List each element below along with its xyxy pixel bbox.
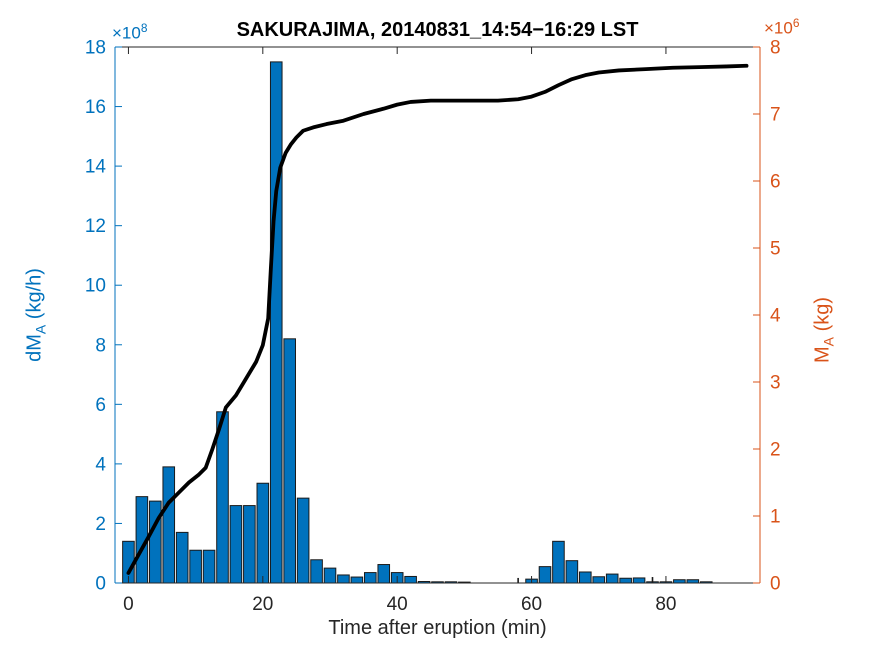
bar — [175, 531, 189, 584]
y-left-tick-label: 18 — [85, 38, 106, 59]
right-axis-exponent: ×106 — [764, 16, 799, 39]
bar — [404, 575, 417, 584]
bar — [592, 576, 606, 584]
left-axis-label-sub: A — [32, 324, 49, 335]
bar — [229, 505, 243, 584]
bar — [538, 566, 552, 584]
bar — [619, 577, 632, 584]
x-tick-label: 80 — [655, 594, 676, 615]
y-right-tick-label: 6 — [770, 172, 781, 193]
bar — [377, 564, 391, 584]
left-axis-label: dMA (kg/h) — [24, 268, 49, 362]
bar — [162, 466, 176, 584]
x-tick-label: 0 — [123, 594, 134, 615]
right-axis-label-unit: (kg) — [811, 296, 834, 337]
bars-group — [122, 61, 713, 584]
right-axis-label-sub: A — [820, 336, 837, 347]
bar — [323, 567, 337, 584]
y-left-tick-label: 4 — [95, 454, 106, 475]
left-exponent-base: ×10 — [112, 23, 141, 43]
x-tick-label: 60 — [521, 594, 542, 615]
x-ticks: 0 20 40 60 80 — [123, 47, 677, 615]
bar — [337, 574, 350, 584]
y-right-tick-label: 3 — [770, 373, 781, 394]
chart-title: SAKURAJIMA, 20140831_14:54−16:29 LST — [236, 19, 639, 41]
right-axis-label-main: M — [811, 346, 834, 364]
bar — [283, 338, 296, 584]
bar — [216, 411, 229, 584]
bar — [189, 549, 202, 584]
y-left-tick-label: 16 — [85, 97, 106, 118]
y-left-tick-label: 0 — [95, 574, 106, 595]
bar — [350, 576, 364, 584]
bar — [202, 549, 216, 584]
spikes-group — [517, 577, 654, 583]
y-right-tick-label: 1 — [770, 507, 781, 528]
bar — [632, 577, 646, 584]
bar — [310, 559, 323, 584]
y-right-tick-label: 5 — [770, 239, 781, 260]
left-axis-label-unit: (kg/h) — [23, 268, 46, 325]
y-left-tick-label: 14 — [85, 157, 107, 178]
y-left-tick-label: 10 — [85, 276, 106, 297]
y-left-tick-label: 6 — [95, 395, 106, 416]
x-axis-label: Time after eruption (min) — [328, 617, 547, 639]
bar — [579, 571, 592, 584]
bar — [269, 61, 283, 584]
y-left-tick-label: 8 — [95, 335, 106, 356]
left-axis-exponent: ×108 — [112, 21, 147, 44]
bar — [565, 560, 579, 584]
right-exponent-base: ×10 — [764, 18, 793, 38]
right-axis-label: MA (kg) — [812, 297, 837, 363]
left-exponent-power: 8 — [140, 21, 148, 35]
bar — [552, 540, 565, 584]
y-left-ticks: 0 2 4 6 8 10 12 14 16 18 — [85, 38, 122, 595]
y-right-tick-label: 4 — [770, 306, 781, 327]
y-right-tick-label: 2 — [770, 440, 781, 461]
y-right-ticks: 0 1 2 3 4 5 6 7 8 — [753, 38, 781, 595]
bar — [256, 482, 270, 584]
cumulative-line — [126, 63, 749, 575]
right-exponent-power: 6 — [792, 16, 800, 30]
y-right-tick-label: 0 — [770, 574, 781, 595]
bar — [243, 505, 256, 584]
y-right-tick-label: 8 — [770, 38, 781, 59]
axes-box — [114, 46, 761, 584]
y-left-tick-label: 2 — [95, 514, 106, 535]
x-tick-label: 40 — [387, 594, 408, 615]
bar — [149, 500, 162, 584]
left-axis-label-main: dM — [23, 334, 46, 362]
bar — [364, 572, 377, 584]
bar — [296, 497, 310, 584]
x-tick-label: 20 — [252, 594, 273, 615]
y-right-tick-label: 7 — [770, 105, 781, 126]
bar — [605, 573, 619, 584]
y-left-tick-label: 12 — [85, 216, 106, 237]
